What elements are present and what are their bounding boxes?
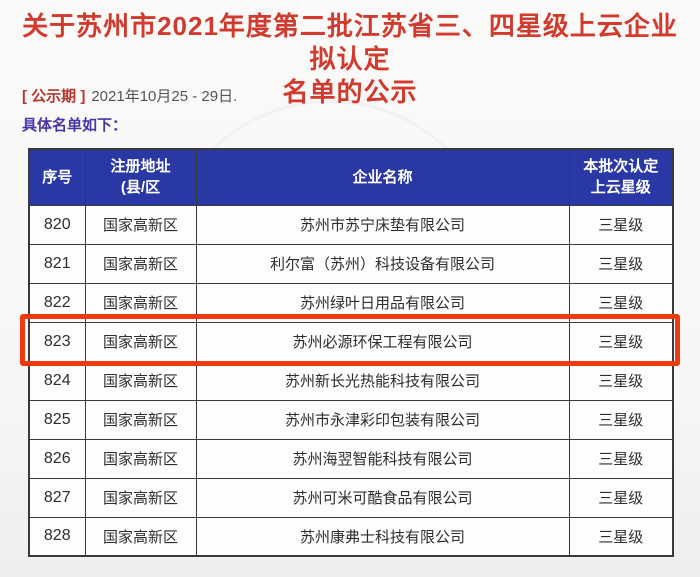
header-star-rating: 本批次认定 上云星级 [568,148,674,206]
cell-registered-address: 国家高新区 [84,204,197,245]
cell-serial-number: 824 [28,360,86,401]
cell-serial-number: 827 [28,477,86,518]
cell-registered-address: 国家高新区 [84,438,197,479]
notice-period-label: [ 公示期 ] [22,88,86,105]
cell-star-rating: 三星级 [568,360,674,401]
cell-registered-address: 国家高新区 [84,243,197,284]
header-registered-address: 注册地址 (县/区 [84,148,197,206]
cell-company-name: 苏州必源环保工程有限公司 [195,321,570,362]
table-body: 820 国家高新区 苏州市苏宁床垫有限公司 三星级 821 国家高新区 利尔富（苏州）科技设… [28,204,674,557]
table-row: 826 国家高新区 苏州海翌智能科技有限公司 三星级 [28,438,674,479]
cell-star-rating: 三星级 [568,516,674,557]
cell-serial-number: 825 [28,399,86,440]
cell-company-name: 苏州市永津彩印包装有限公司 [195,399,570,440]
cell-registered-address: 国家高新区 [84,282,197,323]
cell-star-rating: 三星级 [568,321,674,362]
list-intro: 具体名单如下： [22,117,128,134]
cell-star-rating: 三星级 [568,438,674,479]
table-row: 824 国家高新区 苏州新长光热能科技有限公司 三星级 [28,360,674,401]
cell-serial-number: 820 [28,204,86,245]
page-title: 关于苏州市2021年度第二批江苏省三、四星级上云企业拟认定 名单的公示 [18,10,682,109]
cell-star-rating: 三星级 [568,282,674,323]
header-serial-number: 序号 [28,148,86,206]
table-row: 827 国家高新区 苏州可米可酷食品有限公司 三星级 [28,477,674,518]
notice-period-value: 2021年10月25 - 29日. [91,88,238,105]
cell-registered-address: 国家高新区 [84,321,197,362]
cell-star-rating: 三星级 [568,399,674,440]
cell-registered-address: 国家高新区 [84,360,197,401]
cell-registered-address: 国家高新区 [84,399,197,440]
cell-company-name: 苏州可米可酷食品有限公司 [195,477,570,518]
cell-company-name: 苏州康弗士科技有限公司 [195,516,570,557]
cell-serial-number: 821 [28,243,86,284]
table-row: 828 国家高新区 苏州康弗士科技有限公司 三星级 [28,516,674,557]
cell-company-name: 苏州新长光热能科技有限公司 [195,360,570,401]
cell-serial-number: 828 [28,516,86,557]
table-row-highlighted: 823 国家高新区 苏州必源环保工程有限公司 三星级 [28,321,674,362]
cell-registered-address: 国家高新区 [84,477,197,518]
enterprise-table: 序号 注册地址 (县/区 企业名称 本批次认定 上云星级 820 国家高新区 苏州市… [28,148,674,557]
table-row: 820 国家高新区 苏州市苏宁床垫有限公司 三星级 [28,204,674,245]
cell-company-name: 苏州海翌智能科技有限公司 [195,438,570,479]
cell-company-name: 苏州绿叶日用品有限公司 [195,282,570,323]
table-row: 825 国家高新区 苏州市永津彩印包装有限公司 三星级 [28,399,674,440]
table-row: 822 国家高新区 苏州绿叶日用品有限公司 三星级 [28,282,674,323]
header-company-name: 企业名称 [195,148,570,206]
table-row: 821 国家高新区 利尔富（苏州）科技设备有限公司 三星级 [28,243,674,284]
table-header-row: 序号 注册地址 (县/区 企业名称 本批次认定 上云星级 [28,148,674,206]
cell-serial-number: 822 [28,282,86,323]
cell-star-rating: 三星级 [568,204,674,245]
cell-serial-number: 823 [28,321,86,362]
cell-company-name: 利尔富（苏州）科技设备有限公司 [195,243,570,284]
cell-star-rating: 三星级 [568,477,674,518]
cell-star-rating: 三星级 [568,243,674,284]
cell-company-name: 苏州市苏宁床垫有限公司 [195,204,570,245]
page-title-line2: 名单的公示 [282,77,418,107]
cell-registered-address: 国家高新区 [84,516,197,557]
notice-period-line: [ 公示期 ] 2021年10月25 - 29日. [22,85,237,106]
cell-serial-number: 826 [28,438,86,479]
page-title-line1: 关于苏州市2021年度第二批江苏省三、四星级上云企业拟认定 [22,11,678,74]
